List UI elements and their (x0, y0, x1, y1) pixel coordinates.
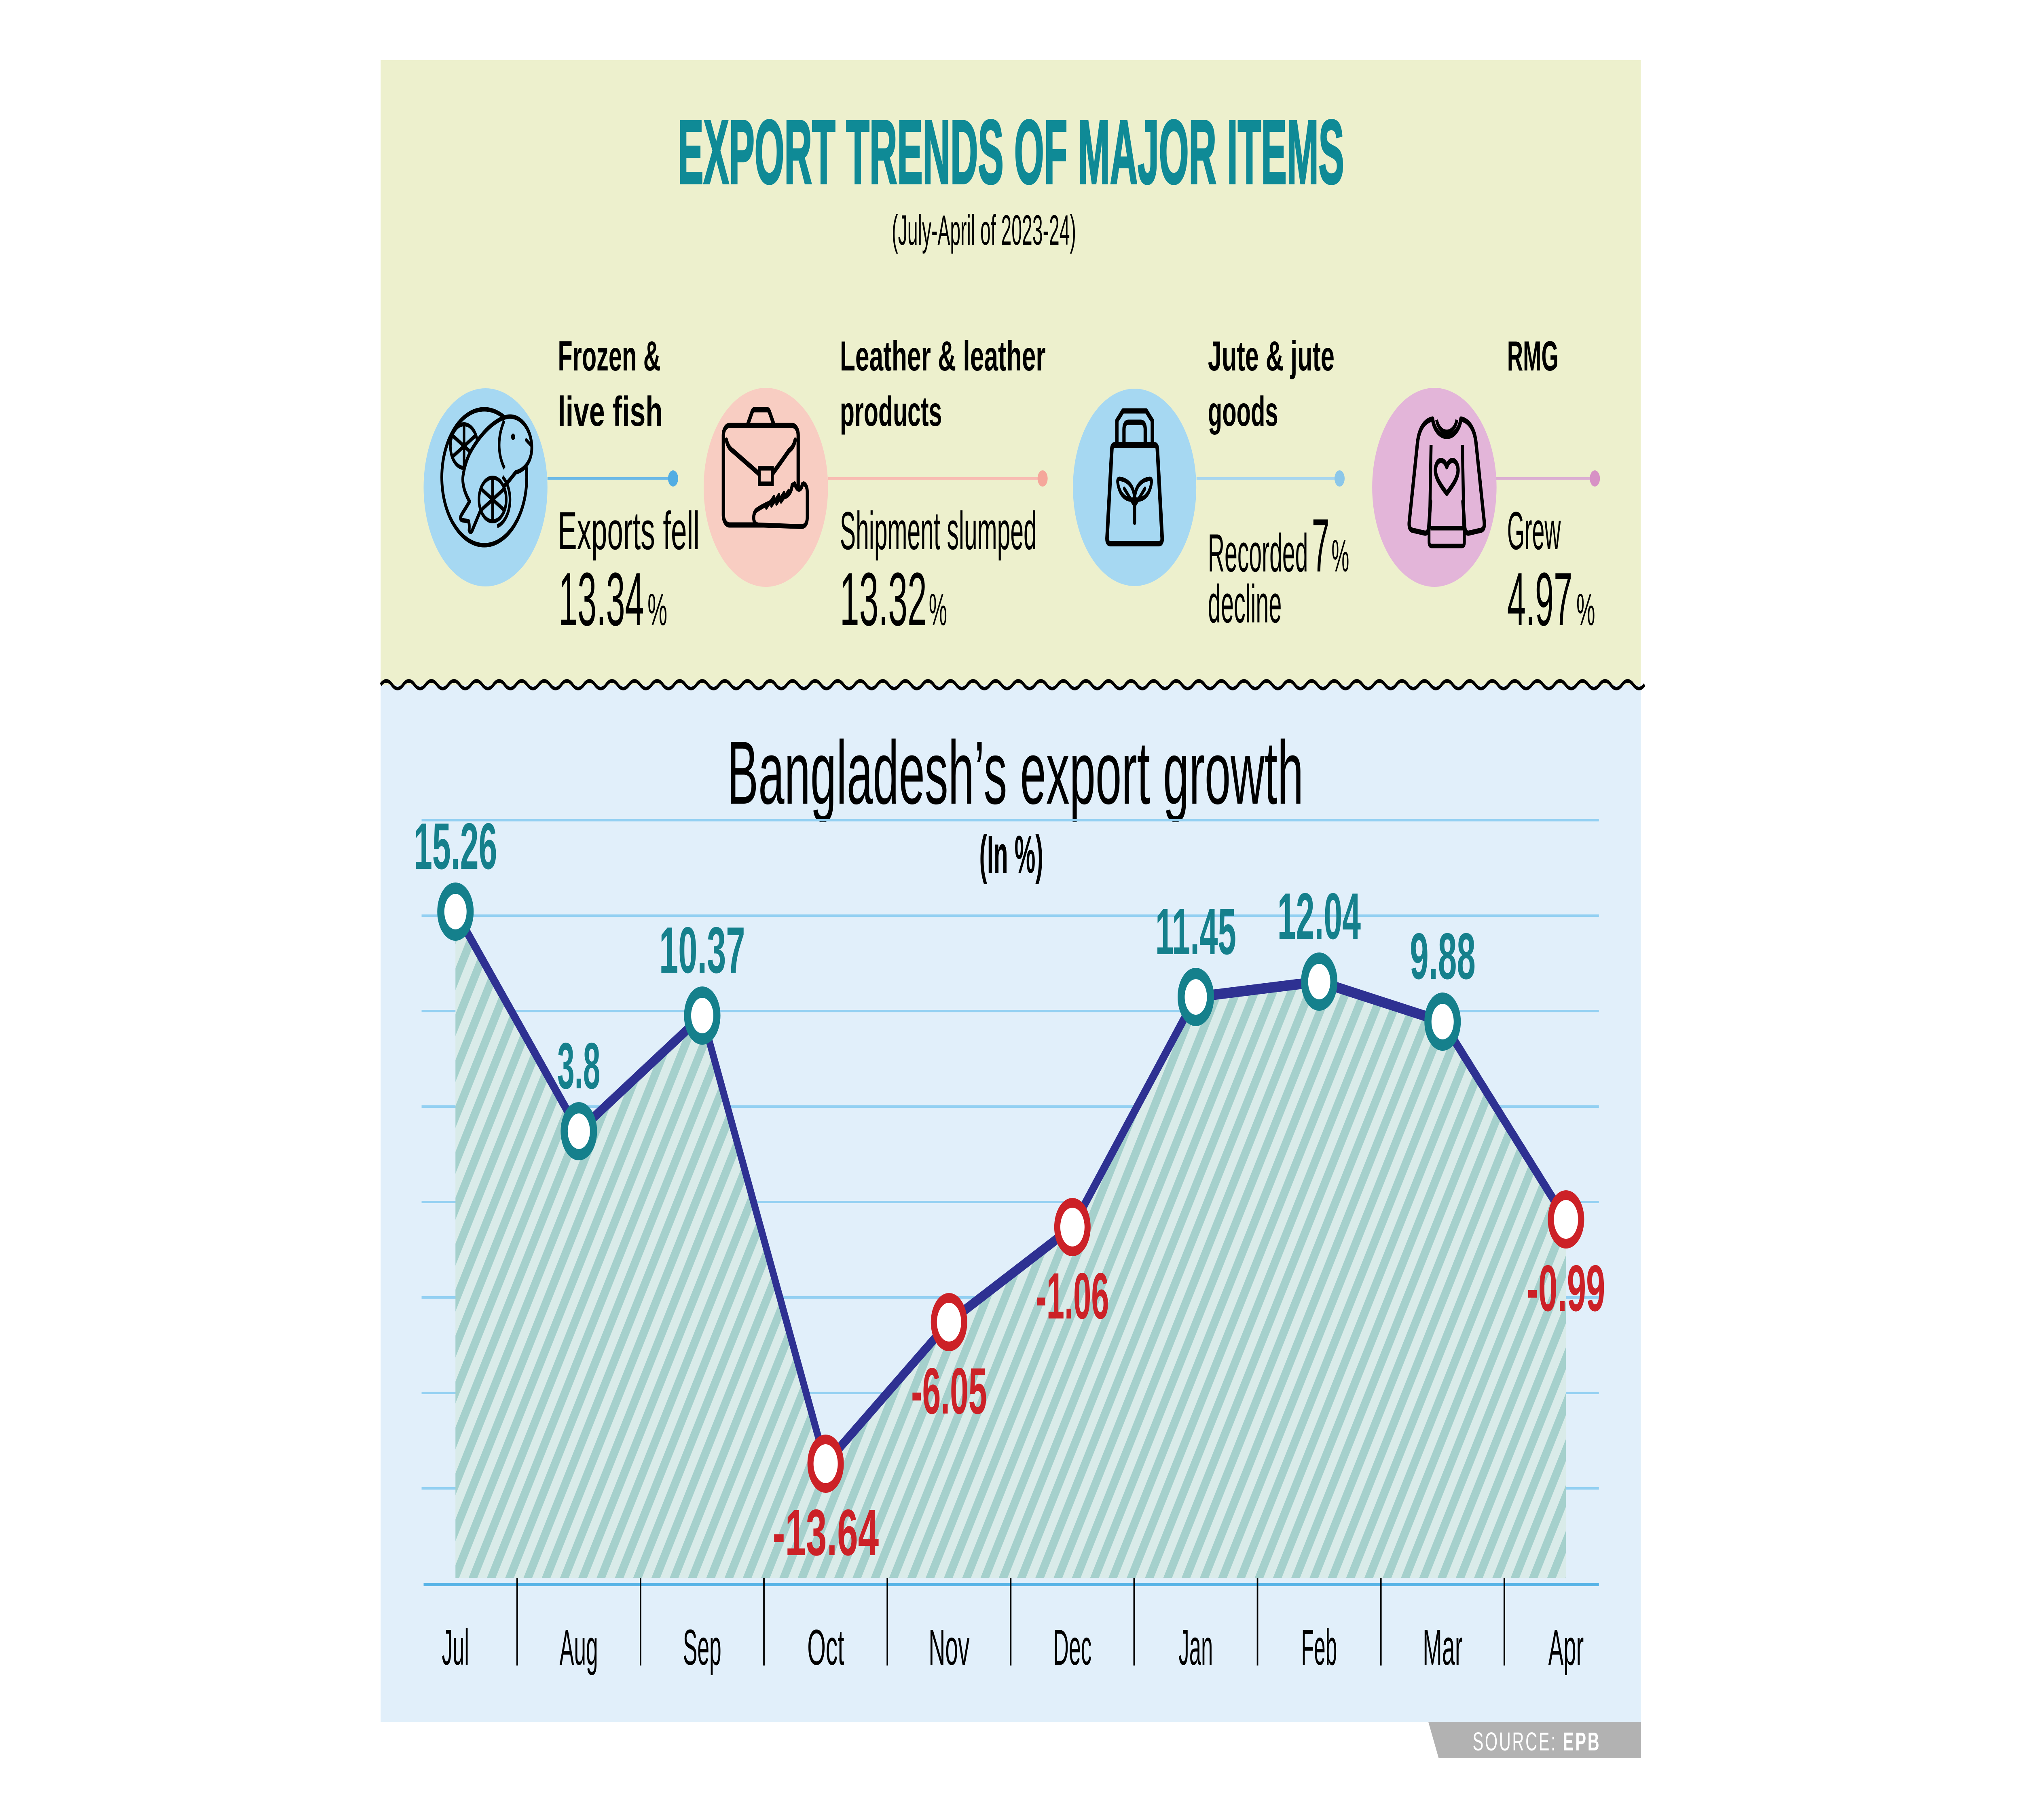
svg-text:Grew: Grew (1507, 501, 1561, 561)
svg-text:SOURCE: EPB: SOURCE: EPB (1473, 1728, 1601, 1757)
svg-text:%: % (1332, 530, 1349, 581)
svg-text:9.88: 9.88 (1410, 920, 1476, 993)
svg-text:Aug: Aug (560, 1619, 598, 1675)
svg-text:%: % (647, 584, 667, 635)
svg-text:7: 7 (1312, 504, 1330, 588)
svg-text:Bangladesh’s export growth: Bangladesh’s export growth (727, 723, 1303, 823)
svg-text:RMG: RMG (1507, 332, 1559, 379)
svg-text:11.45: 11.45 (1155, 895, 1236, 968)
svg-text:4.97: 4.97 (1507, 557, 1572, 642)
svg-text:live fish: live fish (558, 388, 662, 435)
svg-text:Feb: Feb (1301, 1619, 1337, 1675)
svg-text:%: % (1576, 584, 1595, 635)
svg-text:Apr: Apr (1548, 1619, 1584, 1675)
svg-text:Nov: Nov (929, 1619, 969, 1675)
svg-text:Jul: Jul (442, 1619, 470, 1675)
svg-text:Recorded: Recorded (1208, 523, 1308, 583)
svg-text:EXPORT TRENDS OF MAJOR ITEMS: EXPORT TRENDS OF MAJOR ITEMS (678, 101, 1344, 203)
svg-text:Sep: Sep (683, 1619, 721, 1675)
svg-text:decline: decline (1208, 574, 1282, 634)
svg-text:3.8: 3.8 (557, 1029, 600, 1103)
svg-text:-6.05: -6.05 (911, 1354, 987, 1428)
svg-text:%: % (929, 584, 947, 635)
svg-text:(July-April of 2023-24): (July-April of 2023-24) (892, 206, 1076, 254)
svg-text:Mar: Mar (1423, 1619, 1463, 1675)
svg-text:-13.64: -13.64 (773, 1496, 879, 1569)
svg-text:Jan: Jan (1178, 1619, 1213, 1675)
svg-text:12.04: 12.04 (1277, 880, 1361, 953)
svg-text:goods: goods (1208, 388, 1278, 435)
svg-text:Frozen &: Frozen & (558, 332, 660, 379)
svg-text:-0.99: -0.99 (1527, 1252, 1605, 1325)
svg-text:Leather & leather: Leather & leather (840, 332, 1046, 379)
svg-text:13.34: 13.34 (558, 557, 644, 642)
svg-text:Shipment slumped: Shipment slumped (840, 501, 1037, 561)
svg-text:13.32: 13.32 (840, 557, 927, 642)
svg-text:Jute & jute: Jute & jute (1208, 332, 1335, 379)
svg-text:15.26: 15.26 (414, 810, 497, 883)
svg-text:products: products (840, 388, 942, 435)
svg-text:(In %): (In %) (979, 825, 1043, 885)
svg-text:-1.06: -1.06 (1036, 1259, 1109, 1333)
svg-text:Oct: Oct (807, 1619, 844, 1675)
svg-text:Exports fell: Exports fell (558, 501, 700, 561)
svg-text:Dec: Dec (1053, 1619, 1091, 1675)
svg-text:10.37: 10.37 (659, 914, 745, 987)
